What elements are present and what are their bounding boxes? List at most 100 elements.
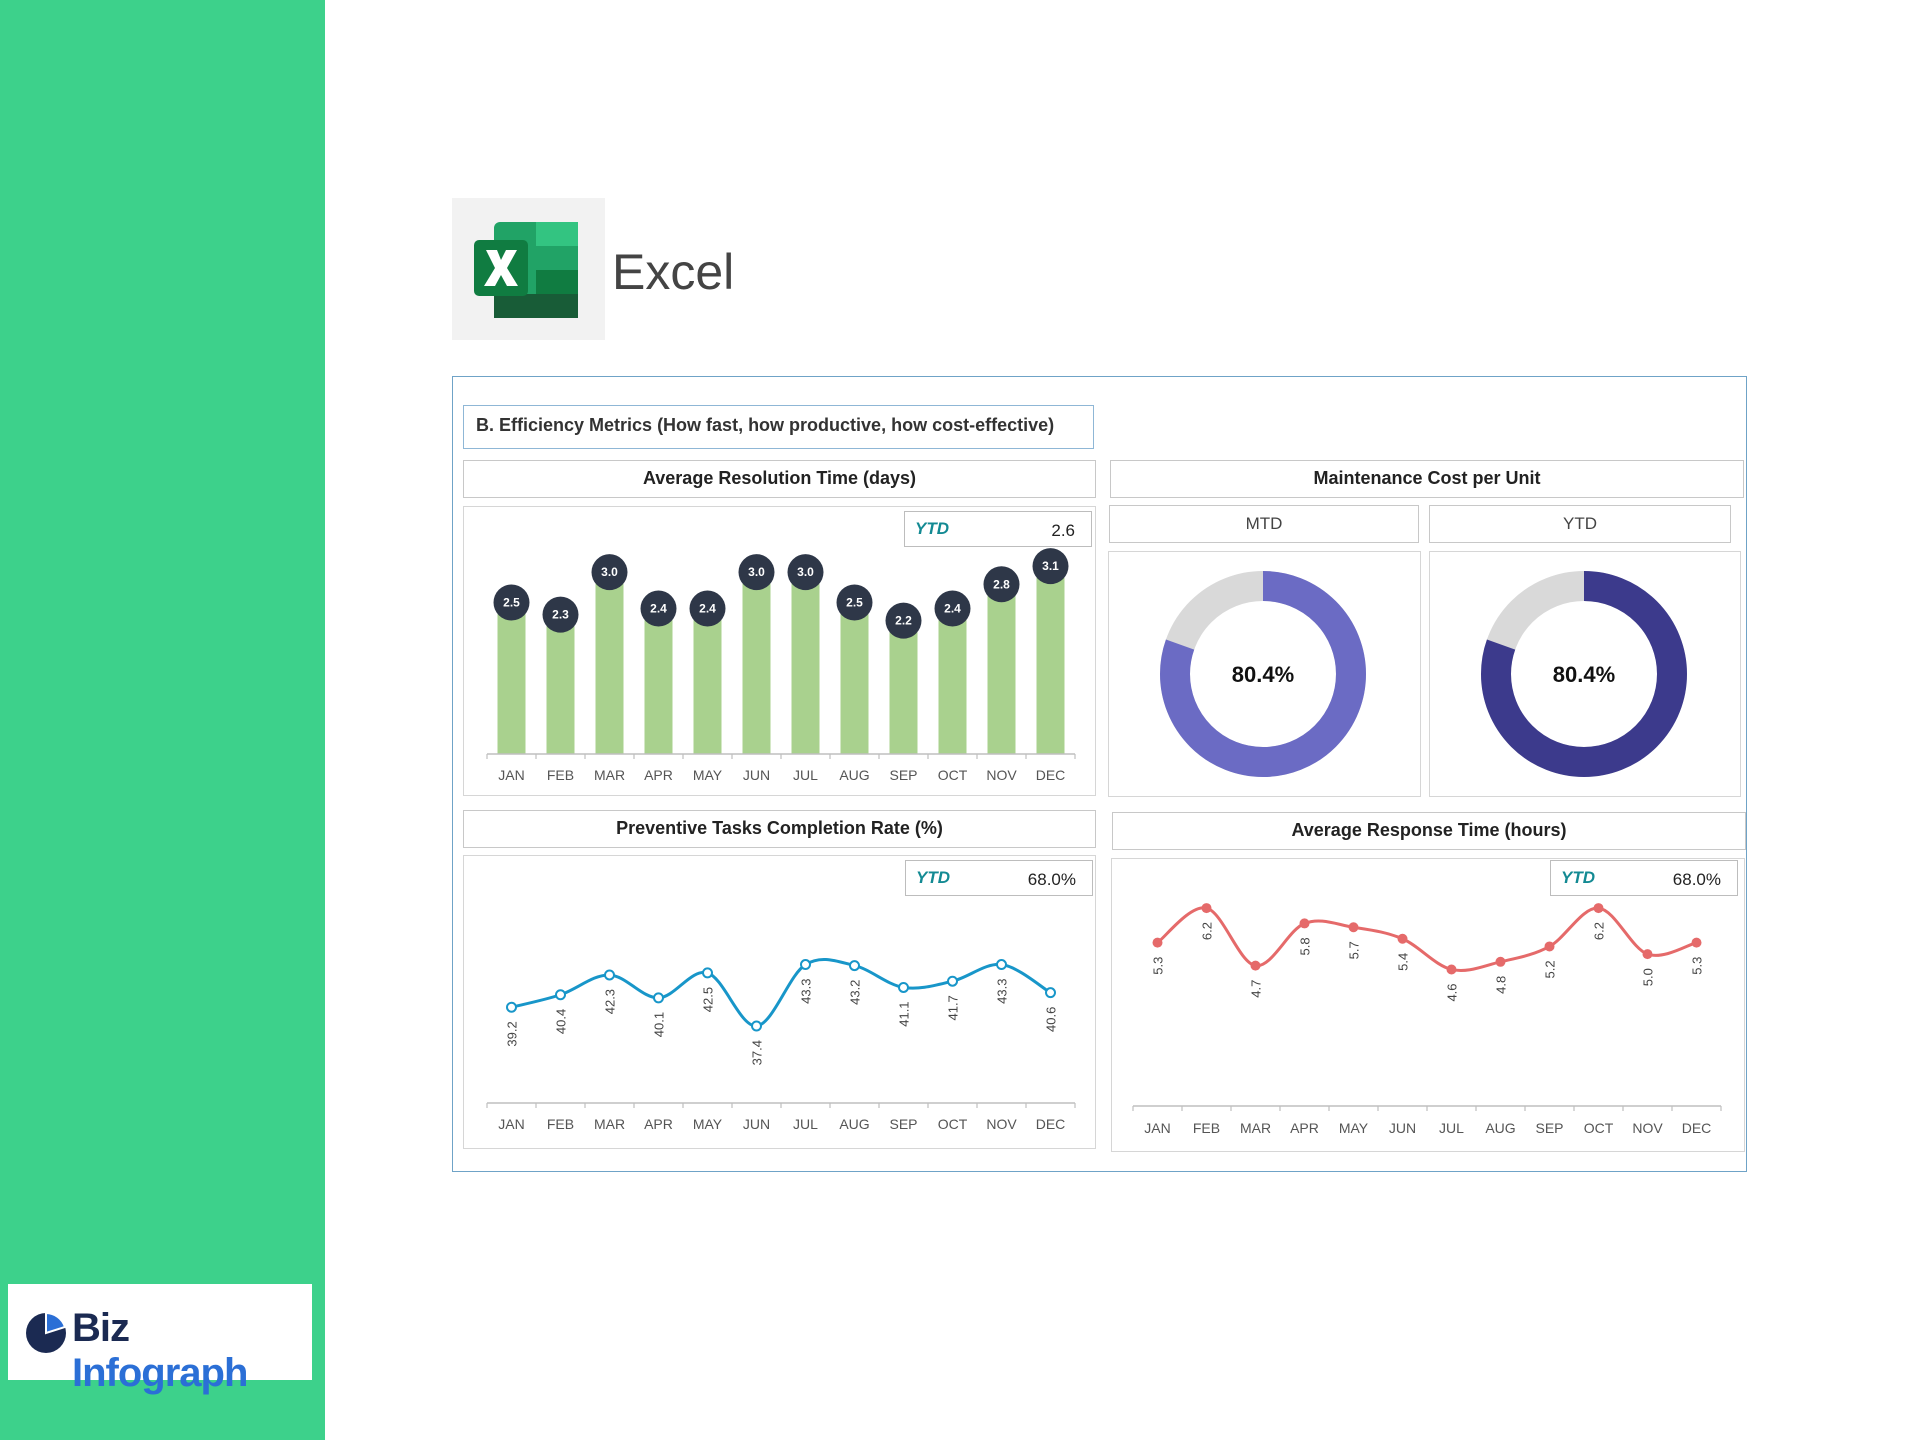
data-label: 5.2: [1543, 960, 1558, 978]
x-tick-label: DEC: [1682, 1120, 1712, 1136]
x-tick-label: AUG: [839, 767, 869, 783]
data-bubble: [787, 554, 824, 591]
bar: [595, 572, 624, 754]
data-point: [1691, 937, 1702, 948]
x-tick-label: AUG: [1485, 1120, 1515, 1136]
data-point: [653, 992, 664, 1004]
preventive-tasks-header: Preventive Tasks Completion Rate (%): [463, 810, 1096, 848]
resolution-time-chart: 2.5 2.3 3.0 2.4 2.4 3.0 3.0 2.5 2.2 2.4 2.8 3.1 JAN F…: [486, 548, 1076, 783]
data-bubble: [640, 590, 677, 627]
data-label: 2.8: [993, 577, 1010, 591]
x-tick-label: APR: [644, 767, 673, 783]
x-tick-label: OCT: [938, 1116, 968, 1132]
response-time-chart: 5.3 6.2 4.7 5.8 5.7 5.4 4.6 4.8 5.2 6.2 5.0 5.3 JAN F…: [1132, 903, 1722, 1136]
data-label: 43.2: [848, 980, 863, 1005]
data-point: [1201, 903, 1212, 914]
brand-logo: Biz Infograph: [8, 1284, 312, 1395]
bar: [889, 620, 918, 754]
x-tick-label: JUN: [743, 767, 770, 783]
ytd-value: 68.0%: [1672, 870, 1721, 889]
data-bubble: [983, 566, 1020, 603]
x-tick-label: MAY: [693, 767, 723, 783]
preventive-ytd-box: YTD 68.0%: [905, 860, 1093, 896]
data-label: 4.8: [1494, 976, 1509, 994]
data-bubble: [836, 584, 873, 621]
resolution-time-header: Average Resolution Time (days): [463, 460, 1096, 498]
data-label: 2.5: [503, 595, 520, 609]
ytd-label: YTD: [915, 519, 949, 538]
x-tick-label: MAY: [693, 1116, 723, 1132]
data-point: [1045, 987, 1056, 999]
data-label: 42.3: [603, 989, 618, 1014]
data-point: [947, 975, 958, 987]
data-label: 43.3: [799, 979, 814, 1004]
donut-value-label: 80.4%: [1553, 662, 1615, 687]
resolution-ytd-box: YTD 2.6: [904, 511, 1092, 547]
data-label: 43.3: [995, 979, 1010, 1004]
x-tick-label: DEC: [1036, 1116, 1066, 1132]
mtd-donut-chart: 80.4%: [1160, 571, 1366, 777]
x-tick-label: JAN: [498, 1116, 524, 1132]
response-time-header: Average Response Time (hours): [1112, 812, 1746, 850]
ytd-value: 68.0%: [1027, 870, 1076, 889]
data-bubble: [738, 554, 775, 591]
ytd-header: YTD: [1429, 505, 1731, 543]
bar: [742, 572, 771, 754]
preventive-tasks-chart: 39.2 40.4 42.3 40.1 42.5 37.4 43.3 43.2 41.1 41.7…: [486, 957, 1076, 1132]
excel-icon: [452, 198, 605, 340]
x-tick-label: OCT: [1584, 1120, 1614, 1136]
data-label: 3.0: [601, 565, 618, 579]
x-tick-label: SEP: [1535, 1120, 1563, 1136]
data-point: [506, 1001, 517, 1013]
data-point: [1299, 918, 1310, 929]
data-label: 6.2: [1592, 922, 1607, 940]
pie-logo-icon: [26, 1311, 67, 1353]
x-tick-label: OCT: [938, 767, 968, 783]
data-point: [751, 1020, 762, 1032]
data-bubble: [542, 596, 579, 633]
data-label: 5.3: [1151, 957, 1166, 975]
series-line: [1156, 906, 1697, 972]
data-bubble: [1032, 548, 1069, 585]
data-label: 39.2: [505, 1021, 520, 1046]
x-tick-label: NOV: [986, 767, 1017, 783]
bar: [546, 614, 575, 754]
x-tick-label: DEC: [1036, 767, 1066, 783]
bar: [987, 584, 1016, 754]
data-point: [849, 960, 860, 972]
data-label: 41.7: [946, 995, 961, 1020]
donut-value-arc: [1481, 571, 1687, 777]
data-label: 2.4: [944, 602, 961, 616]
x-tick-label: NOV: [1632, 1120, 1663, 1136]
data-label: 5.0: [1641, 968, 1656, 986]
bar: [497, 602, 526, 754]
x-tick-label: FEB: [1193, 1120, 1220, 1136]
data-label: 2.4: [699, 602, 716, 616]
data-point: [604, 969, 615, 981]
data-label: 40.6: [1044, 1007, 1059, 1032]
x-tick-label: JAN: [1144, 1120, 1170, 1136]
x-tick-label: AUG: [839, 1116, 869, 1132]
dashboard-title: B. Efficiency Metrics (How fast, how pro…: [463, 405, 1094, 449]
data-point: [996, 959, 1007, 971]
data-label: 41.1: [897, 1001, 912, 1026]
data-label: 2.5: [846, 595, 863, 609]
ytd-value: 2.6: [1051, 521, 1075, 540]
data-point: [702, 967, 713, 979]
bar: [791, 572, 820, 754]
app-name: Excel: [612, 244, 735, 300]
data-point: [1250, 960, 1261, 971]
data-label: 40.4: [554, 1009, 569, 1034]
data-point: [1544, 941, 1555, 952]
bar: [1036, 566, 1065, 754]
x-tick-label: MAR: [594, 1116, 625, 1132]
brand-name: Biz Infograph: [72, 1306, 312, 1396]
donut-value-label: 80.4%: [1232, 662, 1294, 687]
brand-part2: Infograph: [72, 1351, 248, 1395]
data-label: 2.4: [650, 602, 667, 616]
x-tick-label: MAR: [1240, 1120, 1271, 1136]
data-label: 4.7: [1249, 980, 1264, 998]
x-tick-label: JUN: [1389, 1120, 1416, 1136]
ytd-label: YTD: [916, 868, 950, 887]
data-label: 40.1: [652, 1012, 667, 1037]
